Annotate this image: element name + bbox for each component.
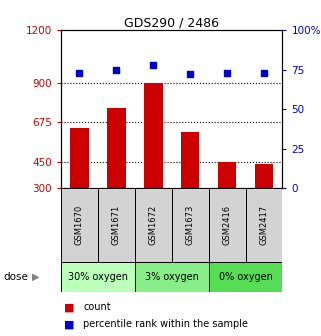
- Point: [77, 70, 82, 76]
- Bar: [135, 188, 172, 262]
- Bar: [61, 262, 135, 292]
- Text: ▶: ▶: [32, 272, 39, 282]
- Bar: [209, 262, 282, 292]
- Bar: [209, 188, 246, 262]
- Bar: [255, 164, 273, 188]
- Text: 0% oxygen: 0% oxygen: [219, 272, 273, 282]
- Text: count: count: [83, 302, 111, 312]
- Bar: [172, 188, 209, 262]
- Text: ■: ■: [64, 319, 75, 329]
- Text: 3% oxygen: 3% oxygen: [145, 272, 199, 282]
- Text: GSM2416: GSM2416: [222, 205, 232, 245]
- Text: ■: ■: [64, 302, 75, 312]
- Text: GSM2417: GSM2417: [259, 205, 269, 245]
- Bar: [135, 262, 209, 292]
- Text: percentile rank within the sample: percentile rank within the sample: [83, 319, 248, 329]
- Bar: [61, 188, 98, 262]
- Point: [261, 70, 266, 76]
- Bar: [70, 128, 89, 188]
- Bar: [98, 188, 135, 262]
- Point: [151, 62, 156, 68]
- Bar: [218, 162, 236, 188]
- Text: 30% oxygen: 30% oxygen: [68, 272, 128, 282]
- Text: GSM1673: GSM1673: [186, 205, 195, 245]
- Bar: [181, 132, 199, 188]
- Point: [187, 72, 193, 77]
- Bar: [107, 108, 126, 188]
- Text: GSM1672: GSM1672: [149, 205, 158, 245]
- Text: GSM1671: GSM1671: [112, 205, 121, 245]
- Bar: [246, 188, 282, 262]
- Text: dose: dose: [3, 272, 28, 282]
- Text: GSM1670: GSM1670: [75, 205, 84, 245]
- Title: GDS290 / 2486: GDS290 / 2486: [124, 16, 219, 29]
- Point: [225, 70, 230, 76]
- Point: [114, 67, 119, 73]
- Bar: [144, 83, 162, 188]
